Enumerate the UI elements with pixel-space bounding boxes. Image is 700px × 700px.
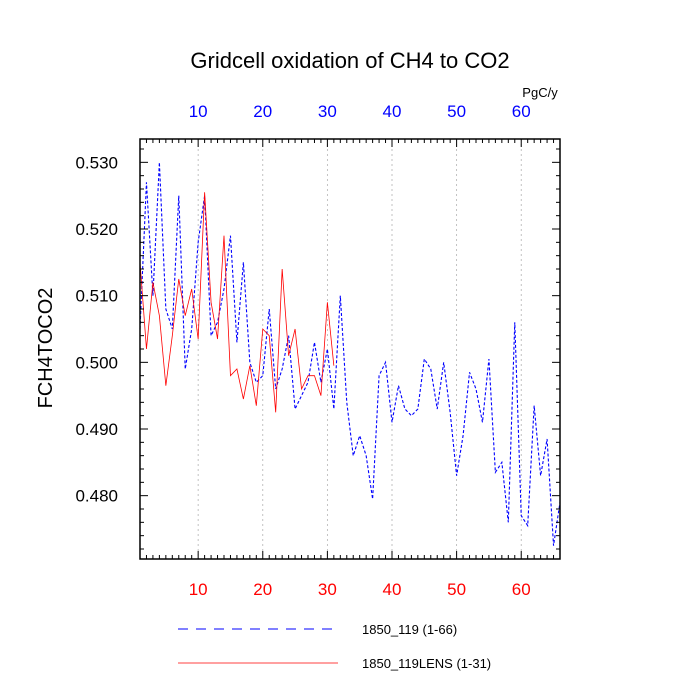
y-tick-label: 0.510 (75, 287, 118, 306)
x-tick-label-bottom: 30 (318, 580, 337, 599)
series-line-1850-119 (139, 162, 561, 546)
x-tick-label-bottom: 60 (512, 580, 531, 599)
x-tick-label-bottom: 20 (253, 580, 272, 599)
legend: 1850_119 (1-66) 1850_119LENS (1-31) (178, 622, 491, 671)
label-layer: 10 10 20 20 30 30 40 40 50 50 60 60 0.480 0.490 0.500 0… (75, 102, 530, 599)
y-tick-label: 0.490 (75, 420, 118, 439)
series-line-1850-119lens (139, 192, 335, 413)
x-tick-label-bottom: 40 (383, 580, 402, 599)
tick-layer (139, 139, 561, 559)
units-label: PgC/y (522, 85, 558, 100)
y-axis-label: FCH4TOCO2 (35, 288, 57, 409)
x-tick-label-top: 60 (512, 102, 531, 121)
plot-frame (139, 138, 561, 560)
y-tick-label: 0.520 (75, 220, 118, 239)
y-tick-label: 0.480 (75, 487, 118, 506)
legend-label-1: 1850_119LENS (1-31) (362, 656, 491, 671)
x-tick-label-top: 20 (253, 102, 272, 121)
x-tick-label-top: 50 (447, 102, 466, 121)
x-tick-label-top: 30 (318, 102, 337, 121)
legend-label-0: 1850_119 (1-66) (362, 622, 457, 637)
chart-title: Gridcell oxidation of CH4 to CO2 (190, 48, 509, 73)
y-tick-label: 0.500 (75, 353, 118, 372)
y-tick-label: 0.530 (75, 153, 118, 172)
x-tick-label-bottom: 10 (189, 580, 208, 599)
grid-layer (197, 139, 522, 559)
series-layer (139, 162, 561, 546)
x-tick-label-bottom: 50 (447, 580, 466, 599)
x-tick-label-top: 40 (383, 102, 402, 121)
x-tick-label-top: 10 (189, 102, 208, 121)
